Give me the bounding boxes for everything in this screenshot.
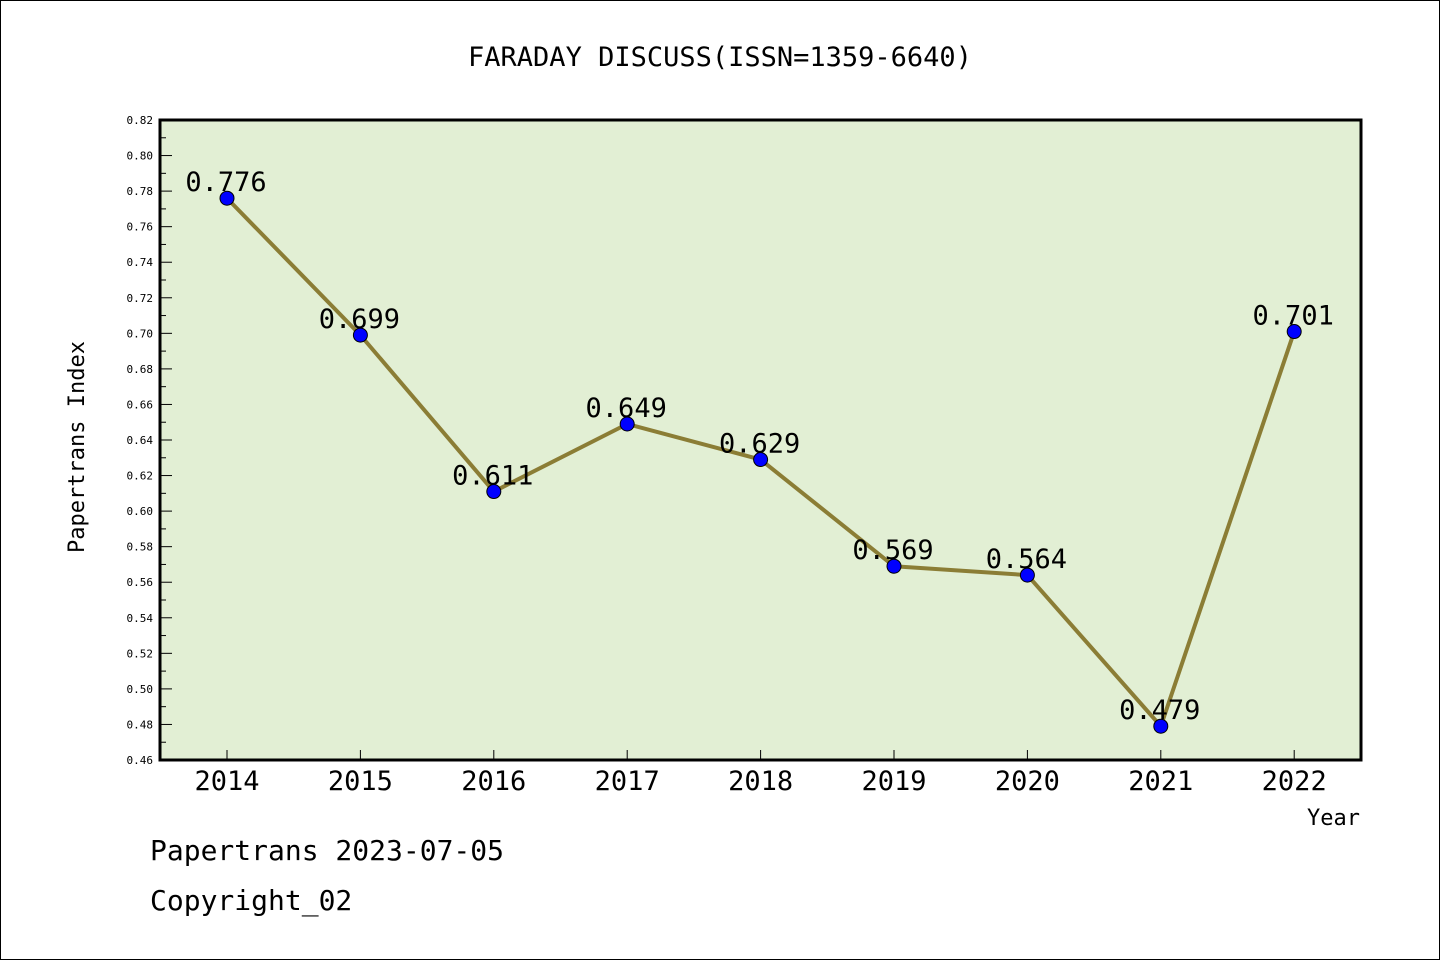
y-axis-label: Papertrans Index	[65, 341, 90, 553]
y-tick-label: 0.56	[127, 576, 154, 589]
data-point	[619, 416, 635, 432]
x-tick-label: 2021	[1128, 766, 1193, 797]
data-point	[1019, 567, 1035, 583]
x-tick-label: 2022	[1262, 766, 1327, 797]
data-label: 0.479	[1119, 695, 1200, 726]
x-tick-label: 2020	[995, 766, 1060, 797]
x-tick-label: 2019	[861, 766, 926, 797]
data-point	[219, 190, 235, 206]
chart-title: FARADAY DISCUSS(ISSN=1359-6640)	[468, 42, 972, 73]
y-tick-label: 0.72	[127, 292, 154, 305]
y-tick-label: 0.78	[127, 185, 154, 198]
source-date-text: Papertrans 2023-07-05	[150, 834, 505, 867]
y-tick-label: 0.76	[127, 221, 154, 234]
data-label: 0.699	[319, 304, 400, 335]
plot-border	[158, 118, 1363, 762]
y-tick-label: 0.50	[127, 683, 154, 696]
data-label: 0.569	[852, 535, 933, 566]
y-tick-label: 0.60	[127, 505, 154, 518]
y-tick-label: 0.58	[127, 541, 154, 554]
plot-area	[160, 120, 1361, 760]
data-point	[352, 327, 368, 343]
data-label: 0.629	[719, 429, 800, 460]
y-tick-label: 0.66	[127, 398, 154, 411]
x-axis-ticks: 2014 2015 2016 2017 2018 2019 2020 2021 2022	[194, 750, 1327, 797]
y-tick-label: 0.54	[127, 612, 154, 625]
data-point	[486, 484, 502, 500]
data-label: 0.776	[185, 167, 266, 198]
y-tick-label: 0.64	[127, 434, 154, 447]
y-tick-label: 0.68	[127, 363, 154, 376]
data-label: 0.649	[586, 393, 667, 424]
y-axis-ticks: 0.46 0.48 0.50 0.52 0.54 0.56 0.58 0.60 0.62 0.64…	[127, 114, 172, 767]
y-tick-label: 0.46	[127, 754, 154, 767]
data-point-markers	[219, 190, 1302, 734]
data-label: 0.701	[1253, 301, 1334, 332]
data-labels: 0.776 0.699 0.611 0.649 0.629 0.569 0.564 0.479…	[185, 167, 1333, 726]
copyright-text: Copyright_02	[150, 884, 353, 917]
x-tick-label: 2018	[728, 766, 793, 797]
data-label: 0.564	[986, 544, 1067, 575]
x-tick-label: 2017	[595, 766, 660, 797]
y-tick-label: 0.80	[127, 150, 154, 163]
y-tick-label: 0.74	[127, 256, 154, 269]
data-point	[1153, 718, 1169, 734]
y-tick-label: 0.52	[127, 647, 154, 660]
x-tick-label: 2015	[328, 766, 393, 797]
data-label: 0.611	[452, 461, 533, 492]
x-tick-label: 2014	[194, 766, 259, 797]
y-tick-label: 0.82	[127, 114, 154, 127]
data-point	[1286, 324, 1302, 340]
data-point	[753, 452, 769, 468]
data-point	[886, 558, 902, 574]
x-axis-label: Year	[1307, 806, 1360, 831]
x-tick-label: 2016	[461, 766, 526, 797]
y-tick-label: 0.48	[127, 718, 154, 731]
y-tick-label: 0.62	[127, 470, 154, 483]
y-tick-label: 0.70	[127, 327, 154, 340]
